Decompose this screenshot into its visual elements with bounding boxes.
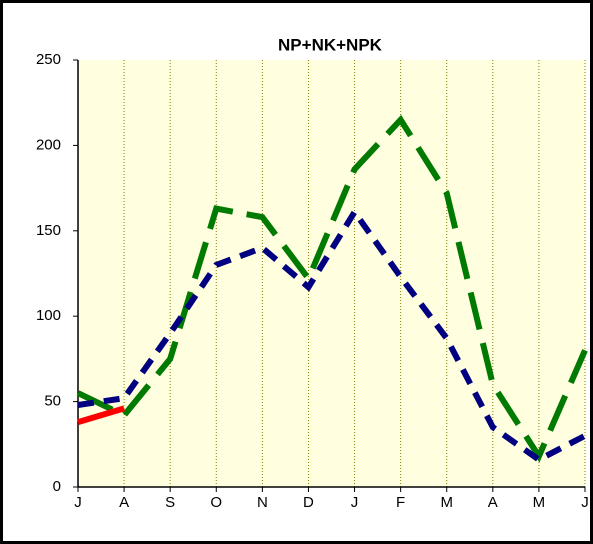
y-tick-label: 200: [36, 136, 61, 153]
data-line: [77, 405, 125, 425]
data-line: [76, 114, 588, 463]
y-tick-label: 250: [36, 51, 61, 68]
x-tick-label: J: [351, 494, 359, 511]
x-tick-label: M: [533, 494, 546, 511]
x-tick-label: S: [165, 494, 175, 511]
x-tick-label: A: [488, 494, 498, 511]
y-tick-label: 150: [36, 222, 61, 239]
y-tick-label: 0: [53, 478, 61, 495]
x-tick-label: D: [303, 494, 314, 511]
x-tick-label: F: [396, 494, 405, 511]
x-tick-label: O: [210, 494, 222, 511]
data-line: [77, 206, 587, 464]
chart-title: NP+NK+NPK: [278, 35, 383, 54]
x-tick-label: J: [74, 494, 82, 511]
plot-background: [78, 60, 585, 487]
x-tick-label: M: [440, 494, 453, 511]
x-tick-label: A: [119, 494, 129, 511]
y-tick-label: 50: [44, 393, 61, 410]
x-tick-label: J: [581, 494, 589, 511]
x-tick-label: N: [257, 494, 268, 511]
y-tick-label: 100: [36, 307, 61, 324]
